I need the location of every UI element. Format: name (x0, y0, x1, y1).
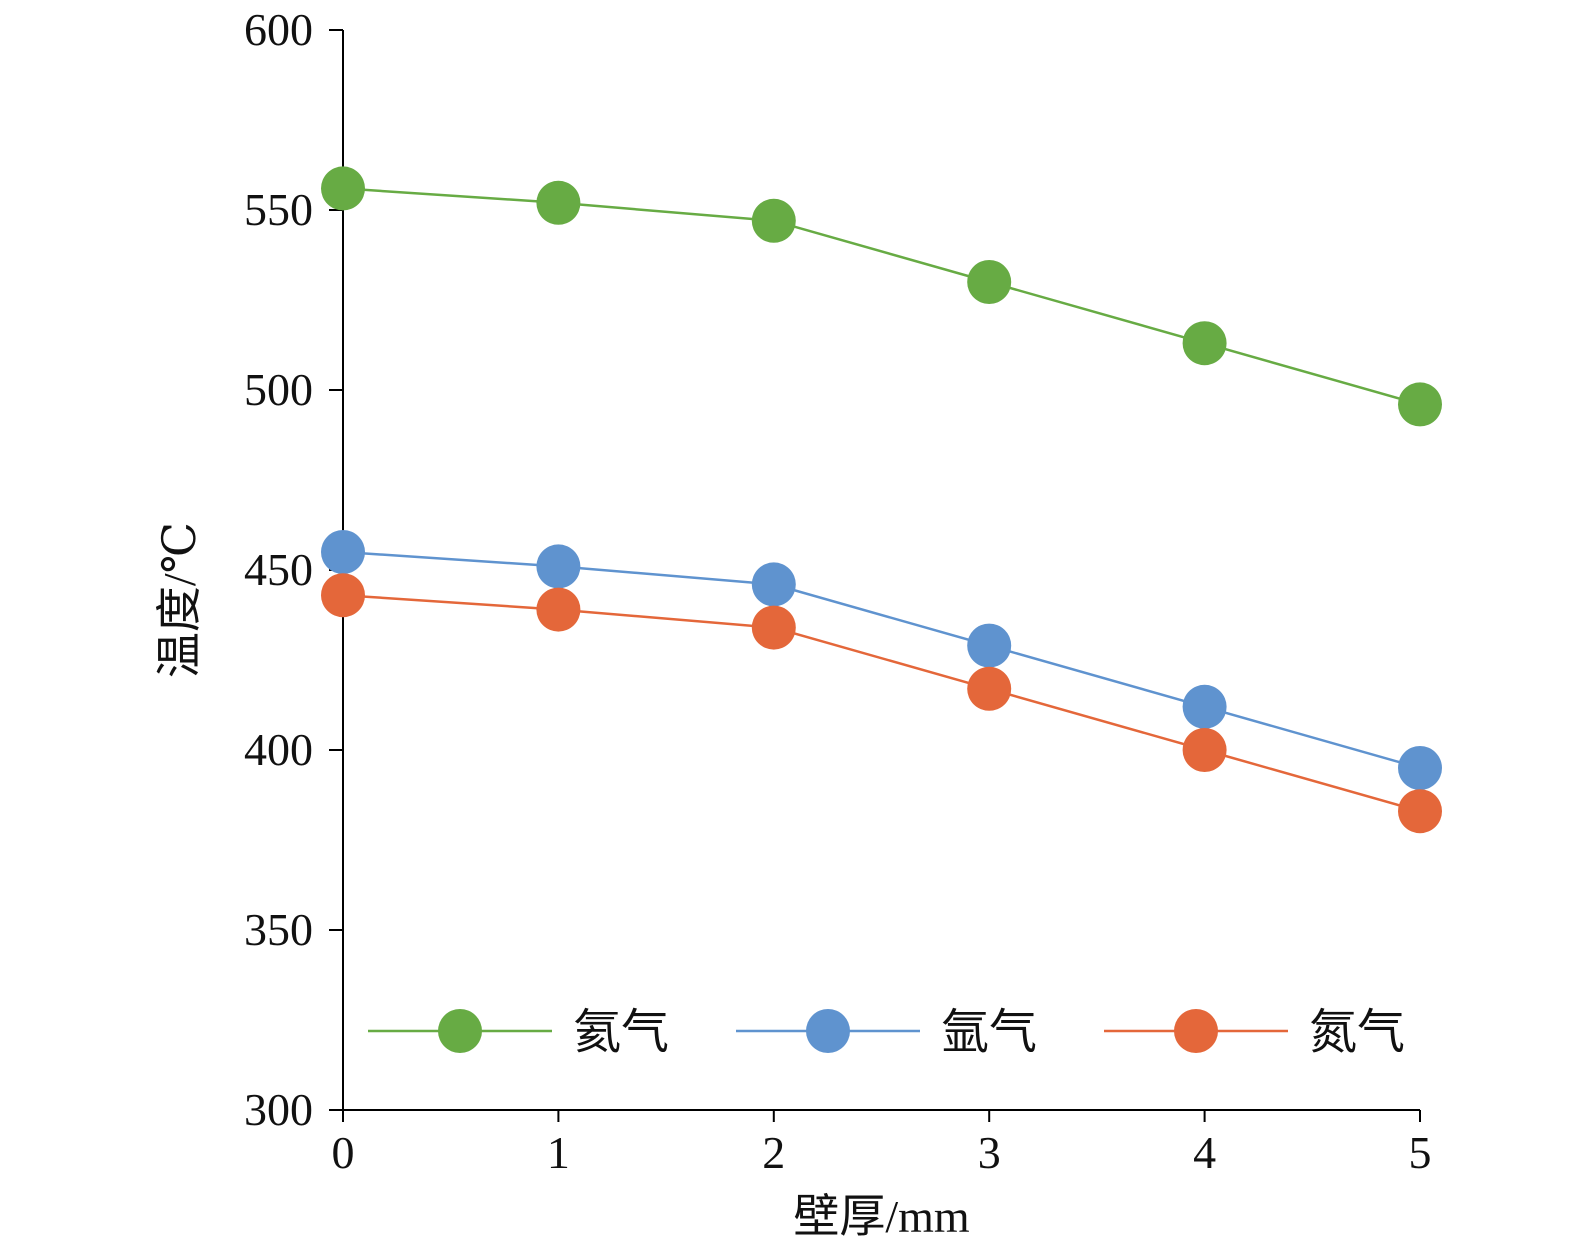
legend-item: 氦气 (368, 1006, 669, 1059)
legend-marker (806, 1009, 850, 1053)
series-3 (321, 573, 1442, 834)
data-point (967, 260, 1012, 304)
series-1 (321, 166, 1442, 427)
data-point (967, 666, 1012, 711)
data-point (1398, 382, 1442, 427)
y-tick-label: 400 (244, 724, 313, 775)
y-tick-label: 450 (244, 544, 313, 595)
data-point (1398, 746, 1442, 790)
y-tick-label: 300 (244, 1084, 313, 1135)
data-point (536, 544, 581, 589)
data-point (536, 180, 581, 225)
x-tick-label: 1 (547, 1127, 570, 1178)
legend-marker (1174, 1009, 1218, 1053)
x-tick-label: 4 (1193, 1127, 1216, 1178)
y-tick-label: 500 (244, 364, 313, 415)
data-point (1182, 321, 1227, 366)
series-2 (321, 530, 1442, 790)
series-line (342, 593, 1421, 813)
x-tick-label: 2 (762, 1127, 785, 1178)
x-tick-label: 0 (332, 1127, 355, 1178)
x-ticks: 0 1 2 3 4 5 (332, 1110, 1432, 1178)
legend-label: 氩气 (941, 1006, 1037, 1059)
data-point (321, 573, 365, 618)
legend: 氦气 氩气 氮气 (368, 1006, 1405, 1059)
x-tick-label: 3 (978, 1127, 1001, 1178)
y-axis-title: 温度/℃ (154, 522, 205, 678)
data-point (1398, 789, 1442, 834)
series-line (342, 550, 1421, 770)
data-point (1182, 684, 1227, 729)
legend-item: 氮气 (1104, 1006, 1405, 1059)
x-tick-label: 5 (1409, 1127, 1432, 1178)
data-point (536, 587, 581, 632)
data-point (321, 530, 365, 574)
data-point (751, 198, 796, 243)
series-layer (321, 166, 1442, 834)
legend-item: 氩气 (736, 1006, 1037, 1059)
legend-label: 氮气 (1309, 1006, 1405, 1059)
y-tick-label: 600 (244, 4, 313, 55)
y-ticks: 300 350 400 450 500 550 600 (244, 4, 343, 1135)
data-point (321, 166, 365, 211)
legend-marker (438, 1009, 482, 1053)
data-point (967, 623, 1012, 668)
series-line (342, 187, 1421, 406)
data-point (751, 562, 796, 607)
data-point (1182, 728, 1227, 772)
legend-label: 氦气 (573, 1006, 669, 1059)
axes (342, 30, 1420, 1111)
y-tick-label: 350 (244, 904, 313, 955)
data-point (751, 605, 796, 650)
y-tick-label: 550 (244, 184, 313, 235)
x-axis-title: 壁厚/mm (793, 1191, 970, 1242)
